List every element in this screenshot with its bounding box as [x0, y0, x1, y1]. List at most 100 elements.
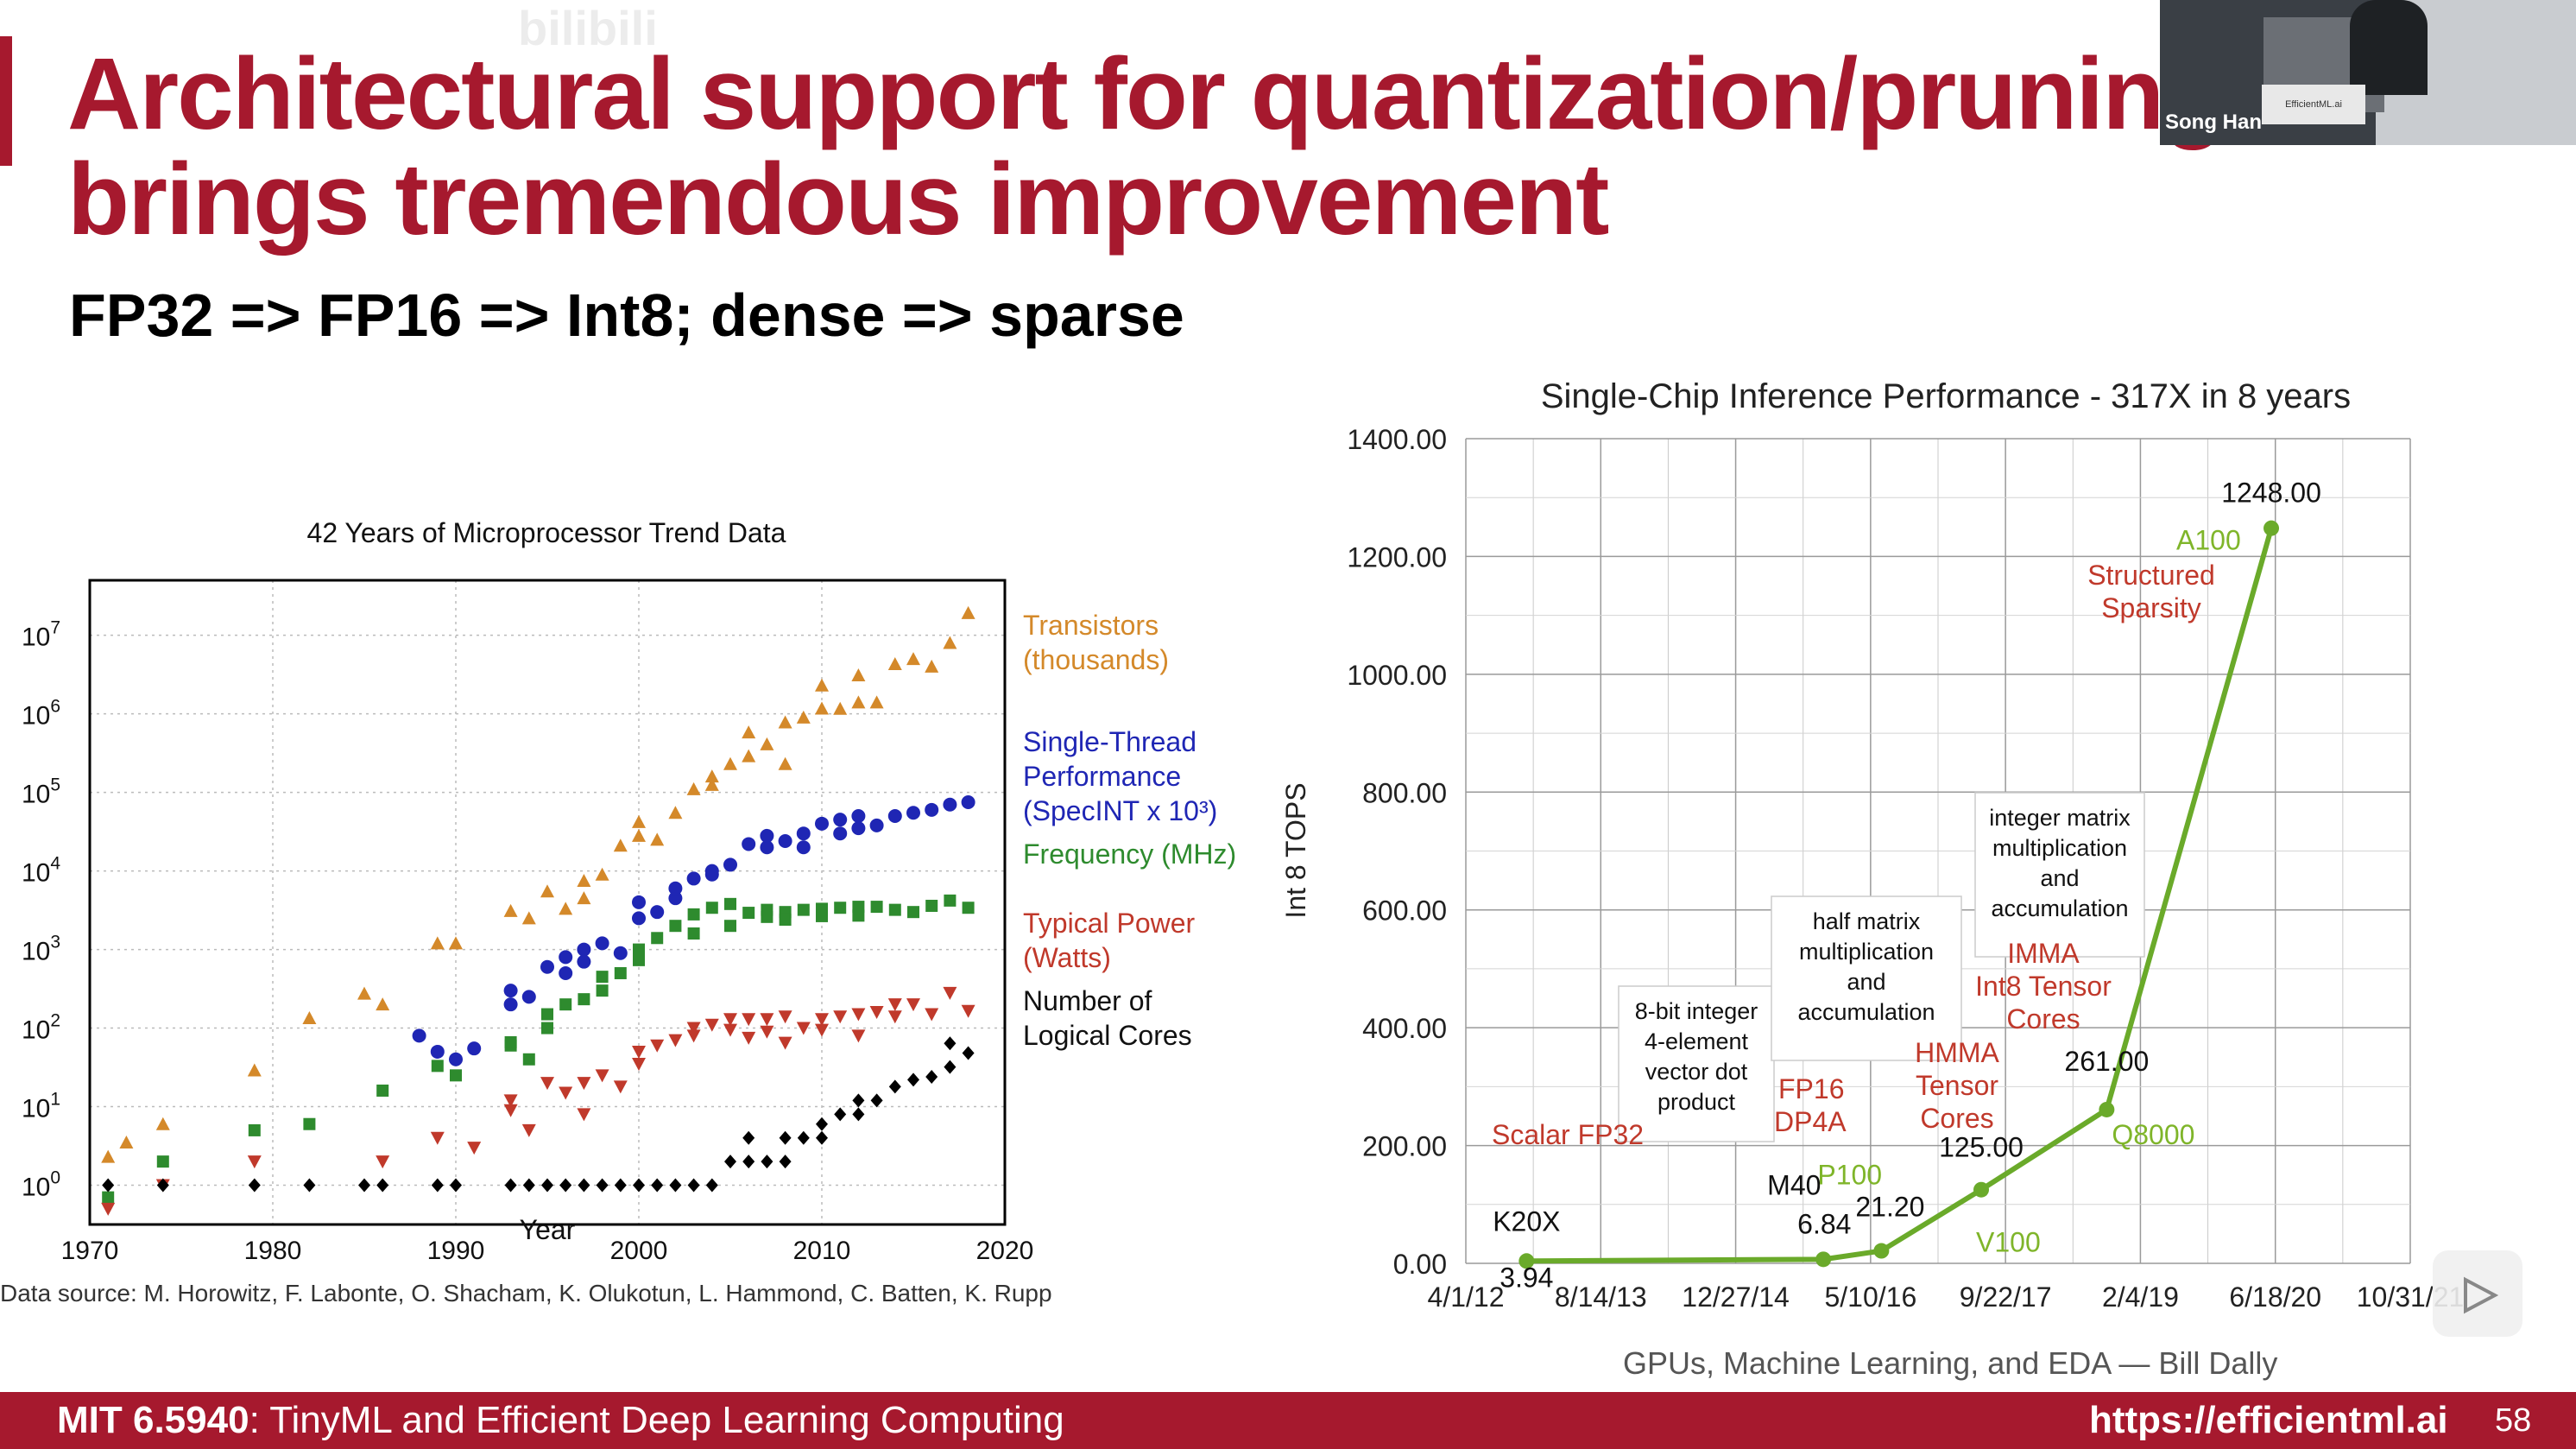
left-point	[742, 749, 756, 762]
left-point	[540, 1077, 554, 1091]
annotation-box-8bit-line: vector dot	[1645, 1059, 1748, 1085]
left-legend-entry: Typical Power	[1023, 908, 1196, 939]
left-point	[376, 1084, 389, 1097]
left-point	[596, 984, 609, 997]
right-point	[1815, 1251, 1832, 1268]
left-y-tick-base: 10	[22, 781, 50, 809]
left-point	[431, 1178, 444, 1193]
left-legend-entry: Performance	[1023, 761, 1181, 792]
left-point	[742, 837, 756, 851]
left-point	[632, 1058, 646, 1072]
annotation-box-integer-matrix-line: and	[2040, 865, 2079, 891]
left-legend-entry: (SpecINT x 10³)	[1023, 795, 1217, 826]
left-point	[504, 1035, 517, 1048]
left-point	[577, 891, 591, 905]
right-gpu-label: Q8000	[2112, 1119, 2194, 1150]
left-point	[595, 1069, 609, 1083]
left-point	[357, 986, 371, 1000]
left-y-tick-exponent: 7	[50, 618, 60, 638]
left-point	[248, 1123, 261, 1136]
annotation-box-half-matrix-line: and	[1847, 969, 1885, 995]
left-point	[668, 881, 683, 895]
left-chart-legend: Transistors(thousands) Single-Thread Perfo…	[1023, 610, 1236, 1051]
presenter-silhouette	[2350, 0, 2428, 95]
left-point	[578, 993, 590, 1006]
left-point	[779, 913, 792, 926]
left-point	[595, 936, 609, 951]
bilibili-watermark: bilibili	[518, 1, 658, 55]
left-point	[870, 1093, 883, 1108]
slide-footer: MIT 6.5940: TinyML and Efficient Deep Le…	[0, 1392, 2576, 1449]
left-x-tick-label: 2000	[610, 1237, 668, 1261]
right-x-tick-label: 12/27/14	[1682, 1281, 1790, 1313]
left-point	[851, 1029, 866, 1043]
right-value-label: 125.00	[1939, 1132, 2024, 1163]
right-y-tick-label: 800.00	[1362, 777, 1447, 808]
left-point	[834, 902, 847, 914]
left-point	[614, 966, 627, 979]
left-point	[869, 818, 884, 832]
left-point	[724, 920, 736, 933]
annotation-box-integer-matrix-line: integer matrix	[1989, 805, 2131, 831]
right-y-tick-label: 1000.00	[1347, 660, 1447, 691]
left-x-tick-label: 1980	[244, 1237, 302, 1261]
title-accent-bar	[0, 36, 12, 166]
left-point	[887, 998, 902, 1012]
left-point	[358, 1178, 370, 1193]
left-point	[651, 932, 664, 945]
left-point	[796, 710, 811, 724]
right-value-label: 6.84	[1797, 1208, 1851, 1239]
presenter-video[interactable]: EfficientML.ai Song Han	[2160, 0, 2576, 145]
left-point	[686, 1029, 701, 1043]
left-point	[541, 1022, 553, 1035]
right-x-tick-label: 4/1/12	[1428, 1281, 1505, 1313]
left-point	[944, 1036, 957, 1051]
right-x-tick-label: 5/10/16	[1824, 1281, 1916, 1313]
left-point	[742, 1130, 755, 1145]
left-point	[816, 909, 828, 922]
left-point	[467, 1142, 482, 1155]
left-point	[851, 809, 866, 824]
right-point	[2099, 1101, 2115, 1117]
left-legend-entry: Transistors	[1023, 610, 1159, 641]
play-button[interactable]	[2433, 1250, 2522, 1337]
left-point	[704, 1018, 719, 1032]
left-y-tick-label: 104	[22, 854, 60, 888]
left-y-tick-base: 10	[22, 859, 50, 888]
left-point	[815, 1023, 829, 1037]
left-point	[888, 903, 901, 916]
left-point	[302, 1010, 317, 1024]
annotation-imma-cores: Cores	[2006, 1003, 2080, 1035]
left-point	[742, 1155, 755, 1169]
page-number: 58	[2495, 1402, 2532, 1439]
data-source-note: Data source: M. Horowitz, F. Labonte, O.…	[0, 1280, 1052, 1307]
left-point	[541, 1178, 553, 1193]
left-x-tick-label: 1970	[61, 1237, 119, 1261]
left-chart-title: 42 Years of Microprocessor Trend Data	[307, 517, 786, 548]
annotation-structured: Structured	[2087, 560, 2215, 591]
left-y-tick-base: 10	[22, 1095, 50, 1123]
left-point	[376, 1178, 389, 1193]
presenter-screen: EfficientML.ai	[2262, 85, 2365, 124]
left-point	[925, 659, 939, 673]
left-point	[540, 959, 554, 974]
chart-credit: GPUs, Machine Learning, and EDA — Bill D…	[1623, 1345, 2278, 1381]
left-point	[577, 1077, 591, 1091]
left-point	[577, 954, 591, 969]
left-plot-frame	[88, 579, 1007, 1226]
left-point	[450, 1069, 462, 1082]
left-point	[521, 911, 536, 925]
left-point	[633, 1178, 645, 1193]
left-point	[687, 908, 700, 921]
left-point	[907, 906, 919, 919]
course-url[interactable]: https://efficientml.ai	[2089, 1399, 2448, 1441]
left-point	[778, 715, 792, 729]
annotation-imma-int8: Int8 Tensor	[1975, 971, 2112, 1002]
left-point	[669, 920, 682, 933]
right-point	[1873, 1243, 1890, 1259]
left-x-tick-label: 2020	[976, 1237, 1034, 1261]
left-point	[595, 867, 609, 881]
left-point	[613, 946, 628, 960]
presenter-name: Song Han	[2165, 111, 2262, 134]
